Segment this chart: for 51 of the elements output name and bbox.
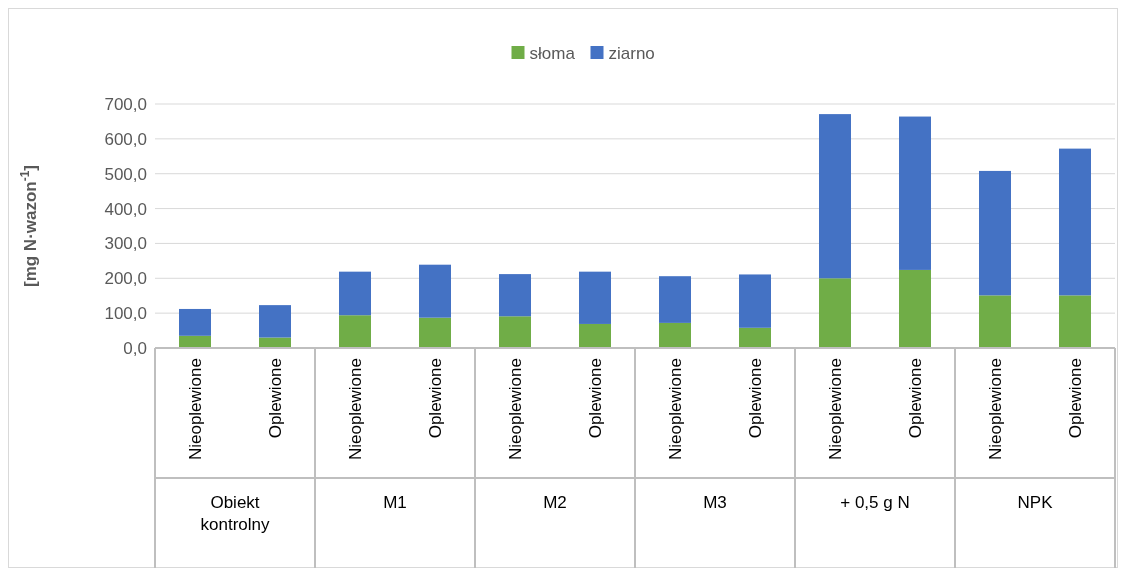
x-tick-label: Nieoplewione	[985, 358, 1005, 461]
bar	[979, 295, 1011, 348]
text: + 0,5 g N	[840, 493, 910, 512]
bar	[1059, 295, 1091, 348]
bar	[819, 278, 851, 348]
bar	[499, 274, 531, 317]
x-tick-label: Nieoplewione	[665, 358, 685, 461]
bar	[819, 114, 851, 279]
x-tick-label: Nieoplewione	[505, 358, 525, 461]
bar	[899, 116, 931, 270]
bar	[499, 316, 531, 348]
bar	[579, 323, 611, 348]
text: Obiekt kontrolny	[200, 493, 270, 534]
text: NPK	[1017, 493, 1054, 512]
y-tick-label: 600,0	[104, 129, 147, 149]
x-tick-label: Oplewione	[905, 358, 925, 439]
bar	[739, 327, 771, 348]
y-tick-label: 100,0	[104, 304, 147, 324]
legend-label: ziarno	[608, 43, 655, 63]
legend-label: słoma	[529, 43, 576, 63]
bar	[739, 274, 771, 328]
text: M1	[383, 493, 407, 512]
x-tick-label: Nieoplewione	[345, 358, 365, 461]
bar	[419, 264, 451, 318]
bar	[1059, 148, 1091, 296]
bar	[179, 335, 211, 348]
bar	[179, 308, 211, 336]
y-tick-label: 0,0	[123, 338, 147, 358]
y-tick-label: 200,0	[104, 269, 147, 289]
bar	[899, 269, 931, 348]
x-tick-label: Oplewione	[425, 358, 445, 439]
x-tick-label: Oplewione	[585, 358, 605, 439]
bar	[419, 317, 451, 348]
x-tick-label: Oplewione	[265, 358, 285, 439]
y-tick-label: 300,0	[104, 234, 147, 254]
text: M2	[543, 493, 567, 512]
bar	[979, 170, 1011, 296]
text: M3	[703, 493, 727, 512]
bar	[339, 271, 371, 316]
y-tick-label: 700,0	[104, 94, 147, 114]
y-tick-label: 500,0	[104, 164, 147, 184]
x-tick-label: Nieoplewione	[825, 358, 845, 461]
y-tick-label: 400,0	[104, 199, 147, 219]
x-tick-label: Oplewione	[745, 358, 765, 439]
x-tick-label: Oplewione	[1065, 358, 1085, 439]
bar	[259, 305, 291, 338]
bar	[659, 322, 691, 348]
bar	[339, 315, 371, 348]
bar	[579, 271, 611, 324]
x-tick-label: Nieoplewione	[185, 358, 205, 461]
bar	[659, 276, 691, 323]
